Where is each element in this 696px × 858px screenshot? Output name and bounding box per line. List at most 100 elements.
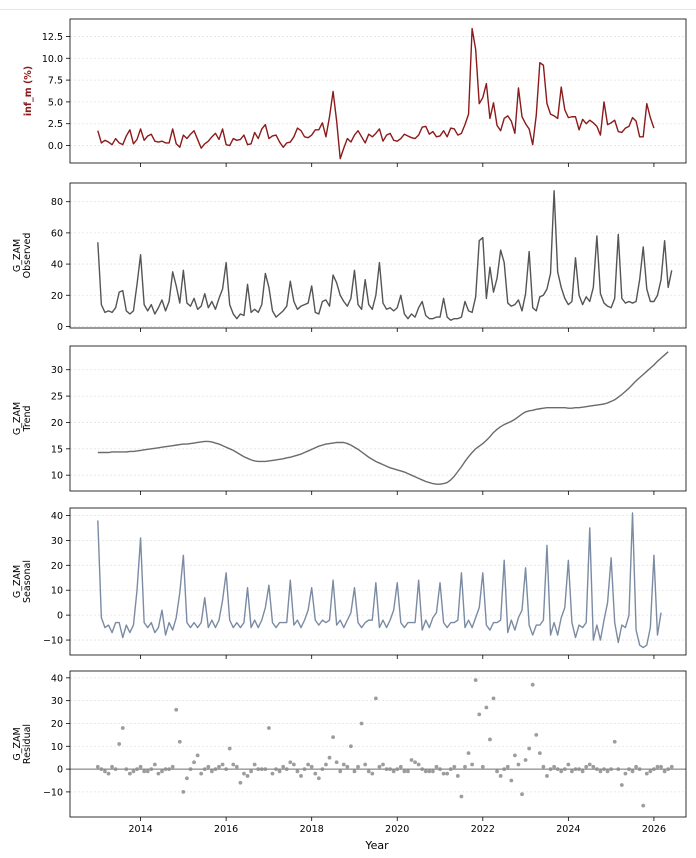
residual-point	[573, 767, 578, 771]
residual-point	[302, 767, 307, 771]
y-tick-label: −10	[43, 636, 63, 647]
y-tick-label: 20	[51, 561, 63, 572]
residual-point	[559, 769, 564, 774]
residual-point	[413, 760, 417, 765]
residual-point	[124, 767, 129, 771]
residual-point	[398, 764, 403, 769]
residual-point	[609, 767, 614, 771]
residual-point	[316, 776, 321, 781]
y-axis-label: G_ZAMSeasonal	[12, 560, 33, 603]
residual-point	[267, 726, 271, 730]
y-axis-label: inf_m (%)	[23, 66, 34, 116]
residual-point	[537, 751, 542, 756]
residual-point	[452, 764, 457, 769]
residual-point	[338, 769, 343, 774]
residual-point	[473, 678, 478, 683]
y-tick-label: 0	[57, 611, 63, 622]
residual-point	[320, 767, 325, 771]
residual-point	[213, 767, 218, 771]
residual-point	[206, 764, 211, 769]
y-axis-label-line: G_ZAM	[12, 565, 23, 598]
y-axis-label-line: G_ZAM	[12, 727, 23, 760]
axes-frame	[69, 670, 687, 818]
residual-point	[174, 707, 179, 712]
residual-point	[512, 753, 517, 758]
residual-point	[252, 762, 257, 767]
y-tick-label: 15	[51, 444, 63, 455]
residual-point	[138, 764, 143, 769]
residual-point	[520, 792, 524, 797]
residual-point	[270, 771, 275, 776]
axes-frame	[69, 507, 687, 656]
residual-point	[224, 767, 229, 771]
y-tick-label: 12.5	[42, 32, 63, 43]
residual-point	[160, 769, 164, 774]
residual-point	[534, 732, 539, 737]
residual-point	[381, 762, 385, 767]
residual-point	[366, 769, 371, 774]
panel-trend: 10 15 20 25 30 G_ZAMTrend	[12, 345, 687, 495]
residual-point	[634, 764, 638, 769]
residual-point	[234, 764, 239, 769]
residual-point	[281, 764, 286, 769]
residual-point	[480, 764, 485, 769]
y-axis-label-line: Seasonal	[22, 560, 33, 603]
residual-point	[188, 767, 193, 771]
residual-point	[502, 767, 507, 771]
residual-point	[509, 778, 514, 783]
y-tick-label: 20	[51, 719, 63, 730]
residual-point	[152, 762, 157, 767]
x-tick-label: 2018	[300, 824, 324, 835]
residual-point	[523, 758, 528, 762]
series-line-observed	[97, 190, 673, 321]
y-tick-label: 0	[57, 765, 63, 776]
axes-frame	[69, 182, 687, 329]
x-tick-label: 2020	[385, 824, 409, 835]
residual-point	[309, 764, 314, 769]
residual-point	[288, 760, 293, 765]
residual-point	[127, 771, 132, 776]
series-line-seasonal	[97, 512, 662, 649]
residual-point	[106, 771, 111, 776]
y-tick-label: 80	[51, 197, 63, 208]
residual-point	[434, 764, 439, 769]
residual-point	[195, 753, 200, 758]
residual-point	[402, 769, 407, 774]
residual-point	[648, 769, 653, 774]
residual-point	[459, 794, 464, 799]
x-tick-label: 2016	[214, 824, 238, 835]
y-tick-label: 0	[57, 322, 63, 333]
panel-observed: 0 20 40 60 80 G_ZAMObserved	[12, 182, 687, 333]
residual-point	[149, 767, 154, 771]
residual-point	[584, 764, 589, 769]
residual-point	[641, 803, 646, 808]
residual-point	[580, 769, 585, 774]
top-separator	[0, 0, 696, 10]
residual-point	[491, 696, 496, 701]
residual-point	[616, 767, 621, 771]
residual-point	[284, 767, 289, 771]
residual-point	[562, 767, 567, 771]
residual-point	[527, 746, 532, 751]
y-tick-label: −10	[43, 787, 63, 798]
y-tick-label: 10.0	[42, 54, 63, 65]
series-line-trend	[97, 351, 669, 485]
x-tick-label: 2024	[556, 824, 580, 835]
y-tick-label: 10	[51, 586, 63, 597]
residual-point	[598, 769, 603, 774]
residual-point	[548, 767, 553, 771]
residual-point	[545, 774, 549, 778]
residual-point	[594, 767, 599, 771]
residual-point	[370, 771, 375, 776]
residual-point	[488, 737, 492, 742]
residual-point	[349, 744, 353, 749]
residual-point	[231, 762, 236, 767]
residual-point	[612, 739, 617, 744]
residual-point	[181, 790, 186, 794]
residual-point	[662, 769, 667, 774]
residual-point	[202, 767, 207, 771]
residual-point	[359, 721, 364, 726]
residual-point	[505, 764, 510, 769]
residual-point	[327, 755, 332, 760]
residual-point	[177, 739, 182, 744]
